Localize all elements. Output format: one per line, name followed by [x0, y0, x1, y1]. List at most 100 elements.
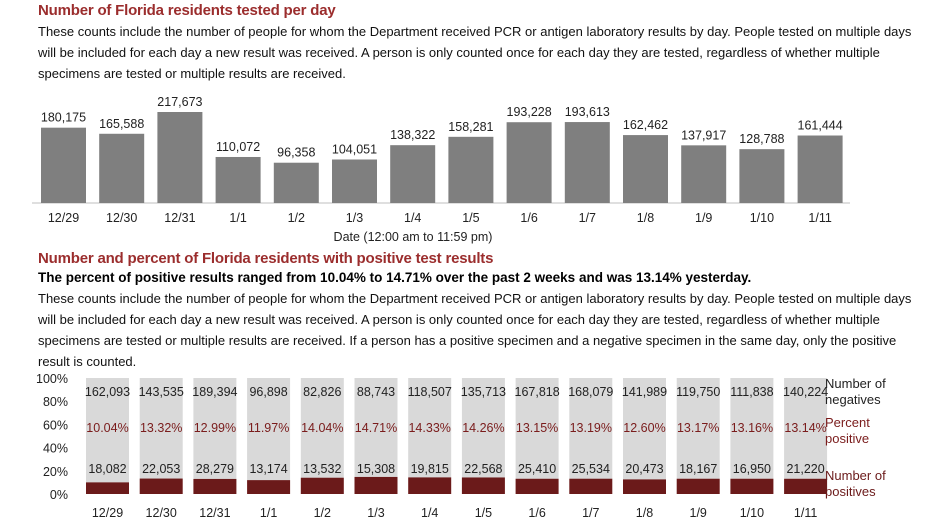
- tests-bar: [448, 136, 494, 203]
- chart1-description: These counts include the number of peopl…: [38, 24, 912, 81]
- chart2-x-tick: 1/10: [740, 506, 764, 520]
- tests-bar: [99, 133, 145, 203]
- tests-x-tick: 1/3: [346, 211, 363, 225]
- chart2-y-tick: 40%: [43, 442, 68, 456]
- positives-bar: [730, 478, 774, 494]
- negatives-value: 141,989: [622, 385, 667, 399]
- legend-negatives-line1: Number of: [825, 376, 886, 391]
- chart1-x-axis-label: Date (12:00 am to 11:59 pm): [334, 230, 493, 244]
- positives-value: 21,220: [786, 462, 824, 476]
- tests-x-tick: 1/7: [579, 211, 596, 225]
- positives-bar: [86, 482, 129, 494]
- percent-positive-value: 13.15%: [516, 421, 558, 435]
- negatives-bar: [623, 378, 666, 480]
- legend-percent-line2: positive: [825, 431, 869, 446]
- chart2-title: Number and percent of Florida residents …: [38, 250, 494, 267]
- tests-bar: [797, 135, 843, 203]
- tests-x-tick: 1/11: [808, 211, 831, 225]
- tests-x-tick: 12/30: [106, 211, 137, 225]
- negatives-bar: [784, 378, 828, 479]
- positives-value: 28,279: [196, 462, 234, 476]
- tests-bar: [506, 122, 552, 203]
- negatives-bar: [193, 378, 237, 479]
- tests-bar-value: 193,228: [507, 105, 552, 119]
- chart2-x-tick: 1/7: [582, 506, 599, 520]
- chart2-description: These counts include the number of peopl…: [38, 291, 912, 369]
- tests-x-tick: 1/9: [695, 211, 712, 225]
- tests-bar: [41, 127, 86, 203]
- chart2-y-tick: 80%: [43, 395, 68, 409]
- positives-bar: [300, 477, 344, 494]
- positives-value: 25,410: [518, 462, 556, 476]
- tests-x-tick: 1/4: [404, 211, 421, 225]
- chart2-x-tick: 1/4: [421, 506, 438, 520]
- chart2-y-tick: 20%: [43, 465, 68, 479]
- positives-value: 16,950: [733, 462, 771, 476]
- positives-value: 22,053: [142, 462, 180, 476]
- negatives-value: 162,093: [85, 385, 130, 399]
- positives-value: 18,167: [679, 462, 717, 476]
- percent-positive-value: 14.04%: [301, 421, 343, 435]
- chart2-x-tick: 1/6: [528, 506, 545, 520]
- negatives-value: 167,818: [515, 385, 560, 399]
- negatives-value: 189,394: [192, 385, 237, 399]
- negatives-value: 140,224: [783, 385, 828, 399]
- percent-positive-value: 14.71%: [355, 421, 397, 435]
- tests-bar-value: 193,613: [565, 105, 610, 119]
- legend-positives-line1: Number of: [825, 468, 886, 483]
- chart2-y-tick: 60%: [43, 418, 68, 432]
- tests-bar: [273, 162, 319, 203]
- negatives-value: 119,750: [676, 385, 720, 399]
- chart2-y-tick: 0%: [50, 488, 68, 502]
- tests-x-tick: 1/10: [750, 211, 774, 225]
- chart2-x-tick: 1/8: [636, 506, 653, 520]
- positives-bar: [784, 478, 828, 494]
- tests-bar-value: 137,917: [681, 128, 726, 142]
- percent-positive-value: 11.97%: [248, 421, 289, 435]
- tests-bar-value: 104,051: [332, 143, 377, 157]
- percent-positive-value: 12.99%: [194, 421, 236, 435]
- negatives-bar: [247, 378, 291, 481]
- tests-x-tick: 1/5: [462, 211, 479, 225]
- positives-bar: [515, 478, 559, 494]
- tests-bar-value: 158,281: [448, 120, 493, 134]
- tests-bar-value: 217,673: [157, 95, 202, 109]
- negatives-value: 111,838: [730, 385, 773, 399]
- percent-positive-value: 13.17%: [677, 421, 719, 435]
- positives-bar: [408, 477, 452, 494]
- positives-value: 22,568: [464, 462, 502, 476]
- tests-bar-value: 162,462: [623, 118, 668, 132]
- chart2-x-tick: 1/9: [690, 506, 707, 520]
- negatives-bar: [139, 378, 183, 479]
- negatives-bar: [300, 378, 344, 478]
- positives-bar: [247, 480, 291, 494]
- tests-bar-value: 180,175: [41, 111, 86, 125]
- positives-value: 18,082: [88, 462, 126, 476]
- tests-x-tick: 1/6: [520, 211, 537, 225]
- percent-positive-value: 13.32%: [140, 421, 182, 435]
- tests-per-day-chart: 180,175 12/29 165,588 12/30 217,673 12/31 110,…: [32, 95, 850, 244]
- positives-value: 19,815: [411, 462, 449, 476]
- positives-bar: [461, 477, 505, 494]
- negatives-value: 82,826: [303, 385, 341, 399]
- tests-bar-value: 161,444: [798, 119, 843, 133]
- legend-negatives-line2: negatives: [825, 392, 881, 407]
- tests-bar-value: 165,588: [99, 117, 144, 131]
- tests-bar-value: 110,072: [216, 140, 260, 154]
- negatives-value: 118,507: [408, 385, 452, 399]
- tests-bar: [215, 156, 261, 203]
- tests-bar: [157, 112, 203, 203]
- negatives-bar: [461, 378, 505, 478]
- positives-value: 13,532: [303, 462, 341, 476]
- tests-bar: [623, 135, 668, 203]
- positives-bar: [354, 476, 398, 494]
- positives-value: 15,308: [357, 462, 395, 476]
- percent-positive-value: 13.14%: [784, 421, 826, 435]
- positives-value: 25,534: [572, 462, 610, 476]
- chart2-x-tick: 1/11: [794, 506, 817, 520]
- positives-bar: [569, 478, 613, 494]
- negatives-value: 135,713: [461, 385, 506, 399]
- positives-value: 13,174: [249, 462, 287, 476]
- chart2-subtitle: The percent of positive results ranged f…: [38, 270, 752, 285]
